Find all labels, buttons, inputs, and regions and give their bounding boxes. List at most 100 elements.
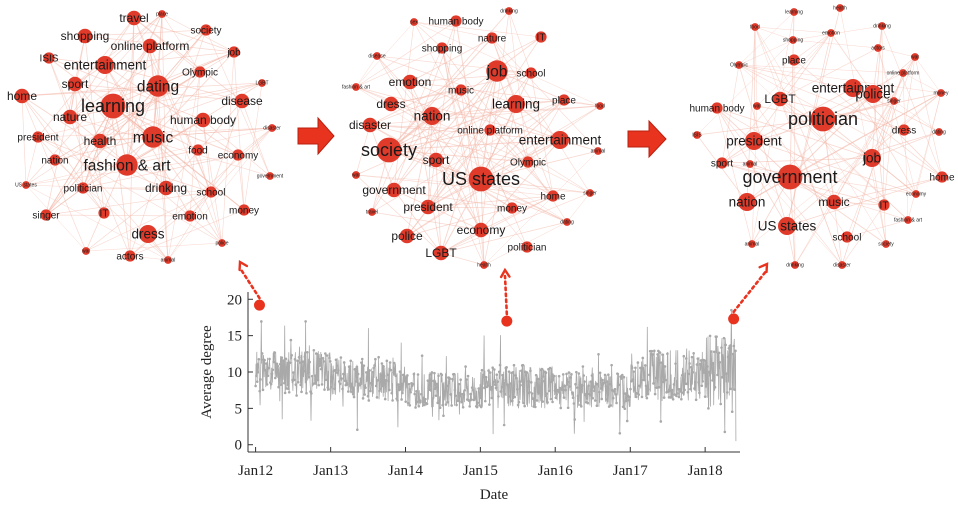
series-point (518, 380, 522, 383)
series-point (480, 368, 484, 372)
network-edge (907, 92, 942, 221)
series-point (502, 378, 505, 382)
network-node-label: nature (478, 33, 507, 44)
network-node-label: health (84, 134, 117, 148)
series-point (375, 396, 379, 399)
series-point (266, 374, 270, 378)
series-point (597, 352, 600, 356)
network-edge (157, 85, 169, 261)
network-node (937, 89, 945, 97)
series-point (684, 357, 688, 360)
series-point (441, 403, 444, 407)
network-edge (129, 209, 245, 257)
network-node-label: dating (137, 78, 179, 95)
series-point (622, 375, 626, 379)
network-node-label: animal (743, 162, 758, 168)
network-node-label: government (257, 174, 284, 180)
series-point (283, 381, 286, 385)
network-edge (104, 64, 239, 156)
series-point (400, 398, 403, 401)
network-edge (355, 174, 554, 197)
network-node (139, 225, 157, 243)
series-point (280, 356, 284, 360)
series-point (506, 384, 510, 388)
network-edge (37, 136, 105, 214)
series-point (273, 376, 277, 380)
series-point (680, 373, 684, 377)
network-edge (355, 47, 443, 88)
series-point (520, 369, 523, 373)
network-node-label: learning (81, 96, 145, 116)
series-point (254, 384, 257, 388)
network-node-label: disaster (263, 126, 281, 132)
network-node (788, 54, 800, 66)
series-point (455, 403, 458, 407)
series-point (315, 373, 319, 377)
series-point (561, 385, 564, 389)
network-edge (738, 64, 904, 74)
series-point (687, 372, 691, 376)
highlight-links (238, 259, 769, 316)
series-point (499, 390, 503, 393)
flow-arrow-2 (627, 119, 667, 159)
series-point (310, 392, 313, 395)
series-point (541, 400, 545, 403)
network-edge (696, 118, 824, 136)
series-point (707, 407, 710, 410)
network-node (420, 199, 436, 215)
network-edge (376, 55, 528, 248)
network-node (507, 95, 525, 113)
series-point (634, 366, 637, 370)
series-point (728, 344, 732, 348)
network-edge (440, 192, 591, 254)
series-point (625, 419, 629, 423)
network-node-label: sport (62, 77, 89, 91)
series-point (333, 368, 337, 372)
series-point (648, 373, 651, 377)
network-edge (54, 159, 169, 261)
network-edge (480, 139, 561, 180)
series-point (284, 357, 288, 361)
series-point (366, 394, 370, 398)
network-edge (496, 70, 565, 101)
series-point (725, 391, 729, 394)
network-edge (435, 159, 568, 223)
series-point (725, 372, 728, 375)
series-point (574, 382, 577, 386)
series-point (475, 405, 479, 409)
network-edge (409, 81, 442, 254)
network-edge (84, 29, 207, 37)
network-edge (99, 82, 263, 142)
series-point (586, 401, 590, 405)
series-point (630, 379, 633, 383)
series-point (712, 350, 716, 354)
network-edge (754, 26, 794, 41)
series-point (471, 388, 475, 392)
network-edge (830, 32, 874, 95)
series-point (403, 379, 407, 383)
x-tick-label: Jan13 (313, 463, 348, 479)
network-node-label: home (540, 191, 565, 202)
series-point (322, 360, 325, 363)
network-node-label: US states (758, 219, 817, 234)
series-point (689, 387, 692, 391)
network-edge (45, 140, 101, 216)
series-point (343, 379, 347, 383)
series-point (482, 373, 485, 377)
network-node (402, 74, 418, 90)
series-point (515, 376, 518, 380)
series-point (454, 394, 458, 397)
series-point (384, 378, 388, 382)
network-node (716, 157, 728, 169)
series-point (696, 357, 700, 360)
series-point (296, 359, 299, 363)
series-point (388, 388, 391, 392)
network-edge (104, 64, 243, 102)
series-point (534, 405, 537, 409)
network-node-label: dating (932, 130, 946, 136)
series-point (490, 396, 494, 400)
series-point (269, 382, 273, 386)
network-node (410, 18, 418, 26)
network-node (594, 147, 602, 155)
